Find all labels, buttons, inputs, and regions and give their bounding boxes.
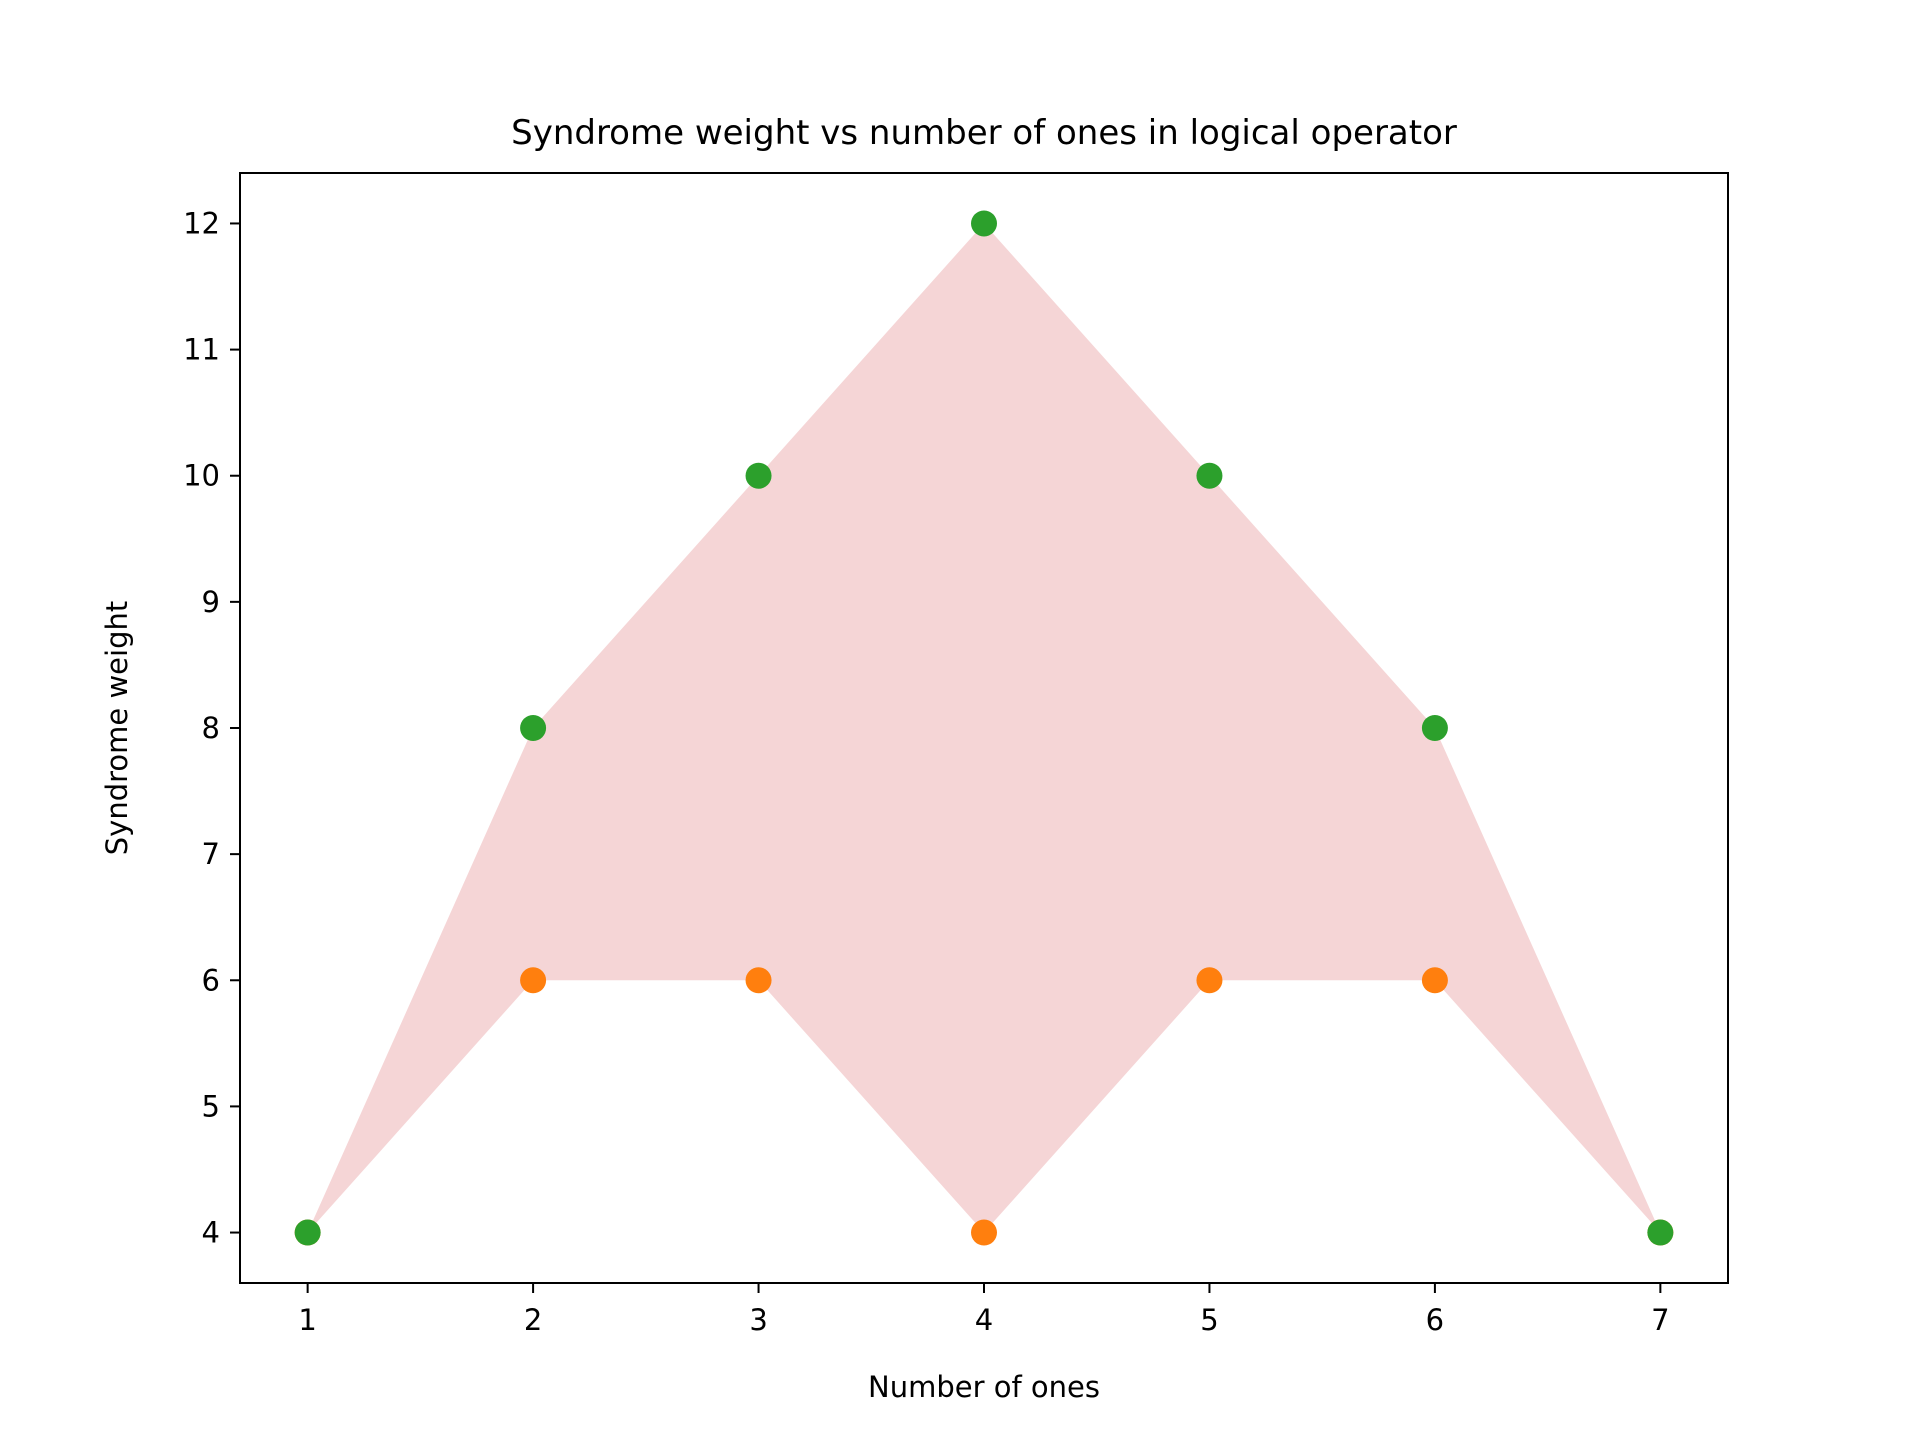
series-1-point-4 bbox=[1196, 462, 1223, 489]
x-tick-label: 4 bbox=[975, 1303, 993, 1337]
series-1-point-3 bbox=[971, 210, 997, 237]
x-tick-label: 5 bbox=[1200, 1303, 1218, 1337]
y-tick-label: 8 bbox=[202, 711, 220, 745]
fill-between-area bbox=[307, 223, 1661, 1233]
series-1-point-2 bbox=[745, 462, 772, 489]
y-tick-label: 12 bbox=[183, 206, 220, 240]
x-ticks: 1 2 3 4 5 6 7 bbox=[298, 1283, 1670, 1337]
series-0-point-4 bbox=[1196, 967, 1223, 994]
series-1-point-6 bbox=[1647, 1219, 1674, 1246]
y-tick-label: 9 bbox=[202, 585, 220, 619]
x-axis-label: Number of ones bbox=[868, 1370, 1100, 1404]
x-tick-label: 7 bbox=[1651, 1303, 1669, 1337]
y-tick-label: 5 bbox=[202, 1089, 220, 1123]
series-1-point-5 bbox=[1421, 715, 1448, 741]
x-tick-label: 6 bbox=[1426, 1303, 1444, 1337]
series-0-point-3 bbox=[971, 1219, 997, 1246]
series-1-point-0 bbox=[294, 1219, 321, 1246]
y-tick-label: 6 bbox=[202, 963, 220, 997]
y-axis-label: Syndrome weight bbox=[100, 601, 134, 855]
y-tick-label: 10 bbox=[183, 459, 220, 493]
x-tick-label: 3 bbox=[749, 1303, 767, 1337]
y-ticks: 4 5 6 7 8 9 10 11 12 bbox=[183, 206, 240, 1250]
series-0-point-1 bbox=[520, 967, 547, 994]
x-tick-label: 2 bbox=[524, 1303, 542, 1337]
series-1-point-1 bbox=[520, 715, 547, 741]
y-tick-label: 4 bbox=[202, 1216, 220, 1250]
series-0-point-5 bbox=[1421, 967, 1448, 994]
y-tick-label: 11 bbox=[183, 333, 220, 367]
y-tick-label: 7 bbox=[202, 837, 220, 871]
fill-area-layer bbox=[307, 223, 1661, 1233]
series-0-point-2 bbox=[745, 967, 772, 994]
points-layer bbox=[294, 210, 1674, 1246]
chart-title: Syndrome weight vs number of ones in log… bbox=[511, 113, 1457, 153]
x-tick-label: 1 bbox=[298, 1303, 316, 1337]
